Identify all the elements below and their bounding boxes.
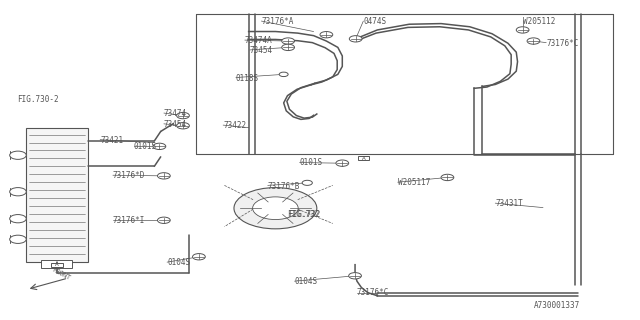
Circle shape	[10, 215, 26, 223]
Text: 73176*D: 73176*D	[113, 171, 145, 180]
Text: 73176*A: 73176*A	[261, 17, 294, 26]
Text: 0101S: 0101S	[300, 158, 323, 167]
Circle shape	[234, 188, 317, 229]
Circle shape	[282, 38, 294, 44]
Text: W205112: W205112	[523, 17, 555, 26]
Text: 73176*C: 73176*C	[546, 39, 579, 48]
Circle shape	[193, 253, 205, 260]
Text: 73474: 73474	[164, 108, 187, 117]
Text: 73176*C: 73176*C	[357, 288, 389, 297]
Circle shape	[441, 174, 454, 180]
Circle shape	[153, 143, 166, 149]
Text: 73454: 73454	[250, 46, 273, 55]
Circle shape	[157, 173, 170, 179]
Text: A730001337: A730001337	[534, 301, 580, 310]
Text: 0101S: 0101S	[134, 142, 157, 151]
Text: FIG.732: FIG.732	[288, 210, 321, 219]
Circle shape	[349, 273, 362, 279]
Text: 73422: 73422	[223, 121, 246, 130]
Circle shape	[10, 151, 26, 159]
Bar	[41, 260, 72, 268]
Text: FIG.730-2: FIG.730-2	[17, 95, 59, 104]
Text: 73431T: 73431T	[495, 199, 523, 208]
Text: W205117: W205117	[397, 178, 430, 187]
Circle shape	[527, 38, 540, 44]
Bar	[26, 128, 88, 261]
Circle shape	[10, 188, 26, 196]
Circle shape	[320, 32, 333, 38]
Text: 0474S: 0474S	[364, 17, 387, 26]
Text: 73454: 73454	[164, 120, 187, 129]
Circle shape	[516, 27, 529, 33]
Bar	[358, 156, 369, 160]
Circle shape	[10, 235, 26, 244]
Circle shape	[177, 123, 189, 129]
Circle shape	[279, 72, 288, 76]
Circle shape	[177, 112, 189, 119]
Text: 0118S: 0118S	[236, 74, 259, 83]
Circle shape	[253, 197, 298, 220]
Circle shape	[157, 217, 170, 223]
Text: 73176*B: 73176*B	[268, 181, 300, 190]
Text: 73421: 73421	[100, 136, 124, 145]
Circle shape	[302, 180, 312, 185]
Text: A: A	[362, 156, 365, 161]
Circle shape	[336, 160, 349, 166]
Text: 73176*I: 73176*I	[113, 216, 145, 225]
Text: 73474A: 73474A	[245, 36, 273, 44]
Text: FRONT: FRONT	[51, 267, 71, 281]
Bar	[51, 263, 63, 267]
Text: A: A	[55, 262, 59, 268]
Text: 0104S: 0104S	[167, 258, 190, 267]
Circle shape	[282, 44, 294, 51]
Text: FIG.732: FIG.732	[287, 210, 319, 219]
Text: 0104S: 0104S	[294, 277, 317, 286]
Circle shape	[349, 36, 362, 42]
